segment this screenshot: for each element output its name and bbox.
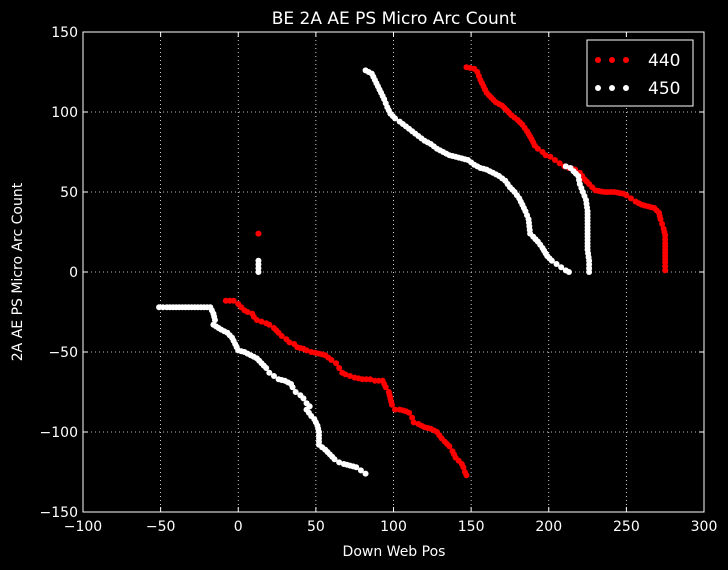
data-point — [266, 369, 273, 376]
data-point — [336, 459, 343, 466]
legend-box — [586, 39, 694, 107]
y-tick-label: 0 — [69, 265, 78, 281]
data-point — [392, 115, 399, 122]
data-point — [353, 464, 360, 471]
data-point — [362, 470, 369, 477]
chart-title: BE 2A AE PS Micro Arc Count — [272, 9, 517, 29]
data-point — [342, 371, 349, 378]
legend-marker — [609, 57, 615, 63]
data-point — [347, 373, 354, 379]
data-point — [556, 160, 563, 167]
data-point — [586, 269, 593, 275]
data-point — [460, 464, 467, 471]
data-point — [553, 261, 560, 267]
x-tick-label: −50 — [146, 519, 176, 535]
data-point — [292, 389, 299, 395]
x-tick-label: 50 — [307, 519, 325, 535]
data-point — [258, 318, 265, 325]
data-point — [333, 360, 340, 367]
data-point — [410, 419, 417, 426]
data-point — [409, 414, 416, 421]
series-layer — [156, 64, 669, 479]
y-axis-title: 2A AE PS Micro Arc Count — [10, 182, 26, 361]
data-point — [289, 384, 296, 391]
data-point — [562, 163, 569, 170]
x-tick-label: 300 — [691, 519, 718, 535]
data-point — [623, 192, 630, 199]
y-tick-label: 50 — [60, 185, 78, 201]
data-point — [336, 365, 343, 371]
axis-ticks: −100 −50 0 50 100 150 200 250 300−150−100−500501… — [40, 25, 718, 535]
data-point — [328, 357, 335, 363]
data-point — [286, 339, 293, 346]
legend-marker — [609, 85, 615, 91]
data-point — [303, 347, 310, 354]
legend-label: 450 — [648, 79, 680, 99]
data-point — [628, 195, 635, 202]
y-tick-label: −100 — [40, 425, 78, 441]
legend-label: 440 — [648, 51, 680, 71]
data-point — [565, 269, 572, 275]
x-tick-label: 0 — [234, 519, 243, 535]
series-440 — [222, 64, 669, 479]
data-point — [659, 221, 666, 227]
data-point — [547, 153, 554, 160]
data-point — [463, 472, 470, 479]
data-point — [542, 152, 549, 159]
data-point — [278, 333, 285, 339]
x-tick-label: 150 — [458, 519, 485, 535]
x-axis-title: Down Web Pos — [343, 544, 446, 560]
series-450 — [156, 67, 593, 477]
legend-marker — [595, 85, 601, 91]
data-point — [255, 230, 262, 237]
data-point — [255, 257, 262, 264]
data-point — [367, 376, 374, 383]
data-point — [244, 309, 251, 315]
data-point — [662, 267, 669, 274]
legend-marker — [623, 85, 629, 91]
y-tick-label: 100 — [51, 105, 78, 121]
data-point — [263, 365, 270, 371]
x-tick-label: −100 — [64, 519, 102, 535]
data-point — [392, 406, 399, 413]
data-point — [657, 216, 664, 223]
data-point — [253, 317, 260, 323]
y-tick-label: −150 — [40, 505, 78, 521]
data-point — [558, 264, 565, 271]
data-point — [230, 297, 237, 304]
y-tick-label: 150 — [51, 25, 78, 41]
data-point — [266, 321, 273, 328]
data-point — [446, 443, 453, 450]
data-point — [548, 257, 555, 264]
data-point — [406, 409, 413, 416]
data-point — [388, 401, 395, 408]
x-tick-label: 200 — [535, 519, 562, 535]
x-tick-label: 100 — [380, 519, 407, 535]
data-point — [551, 157, 558, 163]
data-point — [300, 395, 307, 402]
data-point — [382, 384, 389, 391]
legend-marker — [623, 57, 629, 63]
legend-marker — [595, 57, 601, 63]
data-point — [357, 467, 364, 474]
data-point — [211, 317, 218, 323]
data-point — [534, 145, 541, 152]
data-point — [331, 456, 338, 463]
x-tick-label: 250 — [613, 519, 640, 535]
data-point — [270, 373, 277, 379]
y-tick-label: −50 — [48, 345, 78, 361]
